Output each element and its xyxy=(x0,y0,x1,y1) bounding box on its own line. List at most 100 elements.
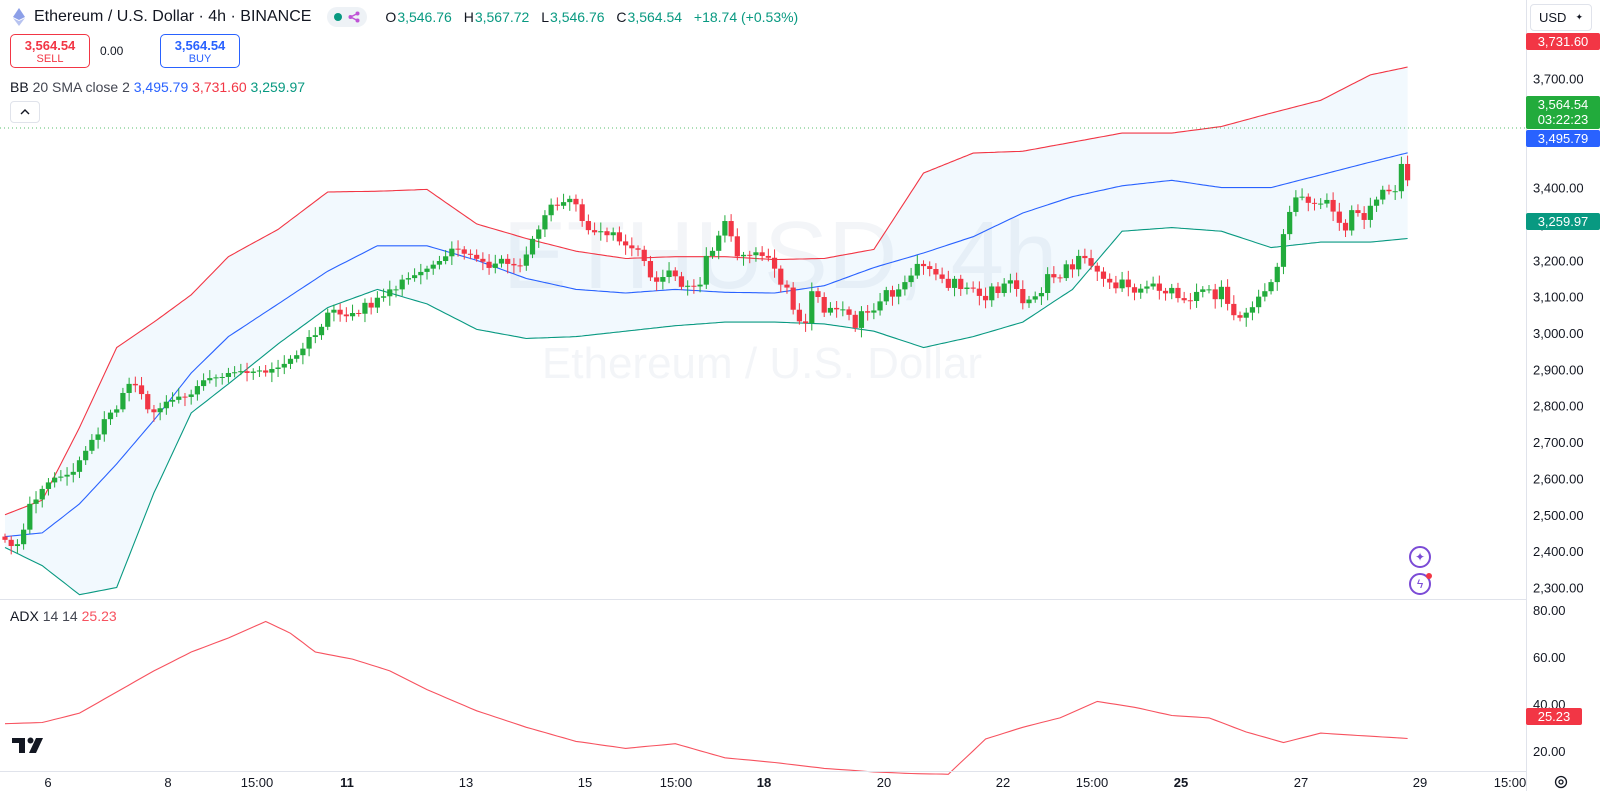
settings-button[interactable] xyxy=(1552,774,1570,790)
status-badge[interactable] xyxy=(327,7,368,27)
candle-body xyxy=(306,336,312,349)
candle-body xyxy=(424,268,430,272)
symbol-title[interactable]: Ethereum / U.S. Dollar · 4h · BINANCE xyxy=(34,8,312,25)
market-open-icon xyxy=(334,13,343,21)
bb-params: 20 SMA close 2 xyxy=(32,79,130,95)
basis-price-tag: 3,495.79 xyxy=(1526,130,1600,147)
price-tick-label: 3,200.00 xyxy=(1533,253,1584,268)
candle-body xyxy=(517,265,523,267)
high-key: H xyxy=(463,9,474,25)
candle-body xyxy=(362,302,368,314)
candle-body xyxy=(1287,211,1293,235)
candle-body xyxy=(343,314,349,317)
candle-body xyxy=(331,309,337,313)
sell-button[interactable]: 3,564.54 SELL xyxy=(10,34,90,68)
candle-body xyxy=(138,385,145,395)
candle-body xyxy=(1020,289,1026,304)
candle-body xyxy=(976,288,982,296)
close-value: 3,564.54 xyxy=(627,9,683,25)
candle-body xyxy=(834,307,840,310)
bollinger-band-area xyxy=(5,67,1408,595)
candle-body xyxy=(393,289,399,291)
price-tick-label: 2,700.00 xyxy=(1533,435,1584,450)
candle-body xyxy=(809,291,815,324)
candle-body xyxy=(1014,280,1020,290)
alerts-button[interactable]: ϟ xyxy=(1409,573,1432,595)
candle-body xyxy=(623,241,629,246)
candle-body xyxy=(2,536,8,540)
candle-body xyxy=(1119,279,1125,289)
candle-body xyxy=(604,231,610,236)
candle-body xyxy=(281,363,287,368)
candle-body xyxy=(337,309,343,315)
upper-band-price-tag: 3,731.60 xyxy=(1526,33,1600,50)
candle-body xyxy=(778,268,784,285)
candle-body xyxy=(933,269,939,275)
candle-body xyxy=(256,370,263,372)
candle-body xyxy=(896,289,902,297)
candle-body xyxy=(95,434,101,440)
candle-body xyxy=(163,401,169,409)
tradingview-logo[interactable] xyxy=(12,736,48,754)
candle-body xyxy=(263,370,269,373)
candle-body xyxy=(169,399,176,402)
candle-body xyxy=(970,287,976,289)
buy-button[interactable]: 3,564.54 BUY xyxy=(160,34,240,68)
bb-legend[interactable]: BB 20 SMA close 2 3,495.79 3,731.60 3,25… xyxy=(10,79,305,95)
candle-body xyxy=(1212,289,1218,300)
adx-legend[interactable]: ADX 14 14 25.23 xyxy=(10,608,117,624)
candle-body xyxy=(728,221,734,237)
candle-body xyxy=(269,368,275,373)
candle-body xyxy=(964,287,970,290)
candle-body xyxy=(1181,298,1187,301)
bb-basis-value: 3,495.79 xyxy=(133,79,189,95)
candle-body xyxy=(951,278,958,288)
candle-body xyxy=(1162,290,1169,294)
candle-body xyxy=(1268,282,1274,292)
ai-assistant-button[interactable]: ✦ xyxy=(1409,546,1431,568)
candle-body xyxy=(840,309,846,311)
candle-body xyxy=(591,230,598,233)
candle-body xyxy=(542,215,548,230)
last-price-tag: 3,564.54 03:22:23 xyxy=(1526,96,1600,129)
bb-upper-value: 3,731.60 xyxy=(192,79,247,95)
candle-body xyxy=(852,314,858,328)
change-value: +18.74 (+0.53%) xyxy=(693,9,799,25)
candle-body xyxy=(480,258,486,262)
sparkle-icon: ✦ xyxy=(1575,12,1583,22)
candle-body xyxy=(560,202,567,206)
candle-body xyxy=(1026,299,1032,304)
candle-body xyxy=(635,248,641,250)
candle-body xyxy=(145,394,151,410)
candle-body xyxy=(740,254,747,257)
candle-body xyxy=(889,290,896,297)
candle-body xyxy=(697,284,703,287)
candle-body xyxy=(374,297,380,308)
time-tick-label: 29 xyxy=(1413,775,1427,790)
candle-body xyxy=(802,321,809,324)
candle-body xyxy=(573,198,579,205)
currency-selector[interactable]: USD ✦ xyxy=(1530,4,1592,31)
price-tick-label: 2,900.00 xyxy=(1533,362,1584,377)
candle-body xyxy=(877,301,883,311)
candle-body xyxy=(182,396,188,398)
candle-body xyxy=(1299,196,1305,198)
candle-body xyxy=(914,263,920,276)
candle-body xyxy=(33,499,39,504)
price-tick-label: 3,400.00 xyxy=(1533,181,1584,196)
watermark-name: Ethereum / U.S. Dollar xyxy=(542,339,982,388)
candle-body xyxy=(27,503,33,530)
candle-body xyxy=(1256,296,1262,308)
candle-body xyxy=(765,255,771,258)
last-price-value: 3,564.54 xyxy=(1537,97,1589,112)
candle-body xyxy=(151,409,157,413)
candle-body xyxy=(883,290,889,302)
collapse-legend-button[interactable] xyxy=(10,101,40,123)
candle-body xyxy=(430,264,436,269)
candle-body xyxy=(176,396,182,400)
candle-body xyxy=(703,255,709,285)
candle-body xyxy=(982,295,989,301)
adx-price-tag: 25.23 xyxy=(1526,708,1582,725)
time-tick-label: 15:00 xyxy=(1494,775,1527,790)
